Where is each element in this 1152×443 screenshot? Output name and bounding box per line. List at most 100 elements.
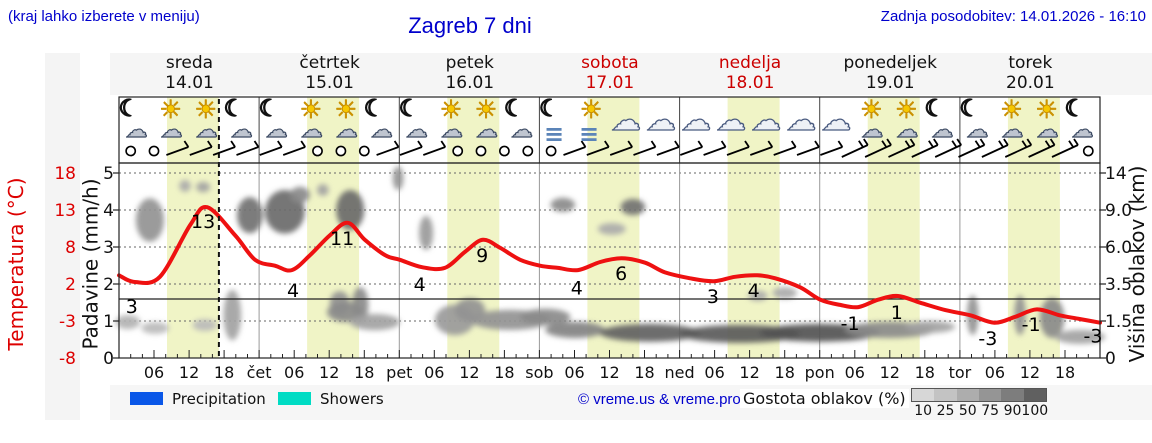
wind-barb-icon	[399, 146, 423, 156]
showers-swatch	[278, 392, 311, 405]
weather-icon-sun-cloud: ☀ ☁	[1028, 97, 1066, 143]
day-name: četrtek	[299, 53, 360, 73]
cloud-icon: ☁	[861, 118, 884, 143]
cloud-icon: ☁	[125, 118, 148, 143]
sun-icon: ☀	[1000, 95, 1023, 124]
wind-barb-icon	[841, 144, 869, 158]
weather-icon-moon-cloud: ☾ ☁	[503, 97, 541, 142]
temperature-value-label: 4	[748, 280, 760, 302]
temperature-curve	[117, 205, 1102, 325]
day-label: petek 16.01	[399, 53, 540, 93]
hour-tick: 18	[915, 363, 935, 382]
day-name: torek	[1008, 53, 1053, 73]
wind-barb-icon	[773, 146, 797, 156]
last-update-label: Zadnja posodobitev: 14.01.2026 - 16:10	[880, 8, 1146, 25]
hour-tick: 06	[284, 363, 304, 382]
wind-barb-icon	[981, 144, 1009, 158]
wind-calm-icon	[125, 145, 137, 157]
hour-tick: 18	[1055, 363, 1075, 382]
cloud-height-tick: 3.5	[1105, 275, 1132, 295]
cloud-icon: ☁	[475, 118, 498, 143]
moon-icon: ☾	[258, 96, 280, 122]
weather-icon-cloud: ☁	[748, 100, 786, 142]
day-abbrev: tor	[949, 363, 972, 382]
cloud-density-tick: 75	[981, 403, 1000, 419]
weather-icon-moon-cloud: ☾ ☁	[363, 96, 401, 142]
day-abbrev: čet	[247, 363, 272, 382]
precip-tick: 1	[103, 312, 114, 332]
temperature-value-label: 9	[476, 245, 488, 267]
hour-tick: 18	[634, 363, 654, 382]
weather-icon-sun-cloud: ☀ ☁	[853, 97, 891, 143]
wind-calm-icon	[358, 145, 370, 157]
day-name: ponedeljek	[843, 53, 937, 73]
wind-barb-icon	[189, 146, 213, 156]
temperature-value-label: -3	[978, 328, 997, 350]
day-name: nedelja	[718, 53, 782, 73]
day-label: nedelja 18.01	[680, 53, 821, 93]
daylight-band	[167, 97, 219, 358]
cloud-height-tick: 1.5	[1105, 312, 1132, 332]
temp-tick: 18	[54, 164, 76, 184]
temp-tick: -8	[59, 349, 76, 369]
hour-tick: 06	[845, 363, 865, 382]
temp-tick: 2	[65, 275, 76, 295]
cloud-density-layer	[115, 166, 1106, 344]
copyright-link[interactable]: © vreme.us & vreme.pro	[578, 391, 741, 408]
cloud-icon: ☁	[195, 118, 218, 143]
day-date: 15.01	[305, 72, 354, 93]
sun-icon: ☀	[194, 95, 217, 124]
temperature-value-label: 4	[571, 278, 583, 300]
wind-calm-icon	[312, 145, 323, 157]
cloud-icon: ☁	[1036, 118, 1059, 143]
weather-icon-moon-cloud: ☾ ☁	[118, 97, 156, 143]
wind-barb-icon	[166, 146, 189, 156]
wind-barb-icon	[422, 146, 446, 156]
precip-tick: 5	[103, 164, 114, 184]
cloud-icon: ☁	[405, 118, 428, 143]
sun-icon: ☀	[159, 95, 182, 124]
wind-barb-icon	[820, 146, 843, 156]
day-name: sreda	[165, 53, 214, 73]
precipitation-swatch	[130, 392, 163, 405]
day-date: 20.01	[1006, 72, 1055, 93]
wind-calm-icon	[498, 145, 510, 157]
temp-tick: 8	[65, 238, 76, 258]
hour-tick: 18	[494, 363, 514, 382]
weather-icon-sun-cloud: ☀ ☁	[468, 97, 506, 143]
hour-tick: 18	[775, 363, 795, 382]
cloud-density-scale-border	[911, 388, 1047, 402]
wind-barb-icon	[1051, 144, 1079, 158]
cloud-icon: ☁	[335, 118, 358, 143]
wind-barb-icon	[958, 144, 985, 158]
day-date: 14.01	[165, 72, 214, 93]
wind-barb-icon	[703, 146, 726, 156]
cloud-height-tick: 14	[1105, 164, 1127, 184]
showers-label: Showers	[320, 390, 384, 408]
wind-barb-icon	[726, 146, 750, 156]
temperature-value-label: 13	[191, 211, 215, 233]
wind-calm-icon	[452, 145, 464, 157]
moon-icon: ☾	[363, 96, 385, 122]
hour-tick: 12	[319, 363, 339, 382]
cloud-icon: ☁	[1071, 118, 1094, 143]
cloud-height-tick: 0	[1105, 349, 1116, 369]
wind-barb-icon	[911, 144, 939, 158]
weather-icon-sun-cloud: ☀ ☁	[188, 95, 226, 143]
cloud-icon: ☁	[230, 118, 253, 143]
temperature-value-label: 3	[707, 286, 719, 308]
weather-icon-sun-cloud: ☀ ☁	[433, 97, 471, 143]
wind-barb-icon	[236, 146, 259, 156]
cloud-density-label: Gostota oblakov (%)	[740, 389, 909, 408]
fog-icon: ≡	[543, 120, 565, 148]
sun-icon: ☀	[579, 95, 603, 124]
cloud-icon: ☁	[300, 118, 323, 143]
day-date: 18.01	[725, 72, 775, 93]
cloud-icon: ☁	[786, 103, 817, 138]
precip-tick: 3	[103, 238, 114, 258]
wind-calm-icon	[545, 145, 557, 157]
precip-tick: 2	[103, 275, 114, 295]
cloud-icon: ☁	[265, 118, 288, 143]
